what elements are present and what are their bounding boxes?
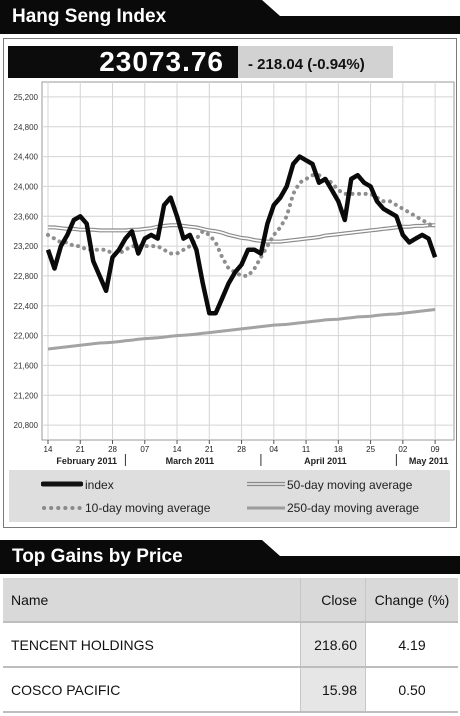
chart-legend: index 10-day moving average 50-day movin… <box>9 470 450 522</box>
stock-close: 218.60 <box>300 622 366 668</box>
x-tick-label: 28 <box>237 445 246 454</box>
series-line-index <box>45 154 438 316</box>
x-tick-label: 02 <box>398 445 407 454</box>
y-tick-label: 23,600 <box>14 212 39 221</box>
header-bar <box>0 540 460 574</box>
x-tick-label: 18 <box>334 445 343 454</box>
x-tick-label: 25 <box>366 445 375 454</box>
index-price: 23073.76 <box>8 46 238 78</box>
x-tick-label: 04 <box>269 445 278 454</box>
col-close-header: Close <box>300 578 366 623</box>
stock-change: 0.50 <box>365 667 458 713</box>
legend-swatch-ma10 <box>42 506 83 510</box>
stock-close: 15.98 <box>300 667 366 713</box>
legend-swatch-ma250 <box>247 506 285 510</box>
series-line-ma10 <box>46 173 438 278</box>
x-tick-label: 11 <box>302 445 311 454</box>
x-tick-label: 07 <box>140 445 149 454</box>
gains-title: Top Gains by Price <box>12 546 183 567</box>
x-tick-label: 28 <box>108 445 117 454</box>
legend-swatch-ma50 <box>247 481 285 487</box>
legend-label-ma250: 250-day moving average <box>287 501 420 515</box>
month-label: May 2011 <box>409 456 449 466</box>
gains-table: Name Close Change (%) TENCENT HOLDINGS 2… <box>3 578 458 713</box>
y-tick-label: 22,000 <box>14 332 39 341</box>
index-chart: 25,200 24,800 24,400 24,000 23,600 23,200 22,8… <box>14 81 455 466</box>
stock-name: TENCENT HOLDINGS <box>3 622 301 668</box>
y-tick-label: 23,200 <box>14 242 39 251</box>
y-tick-label: 25,200 <box>14 93 39 102</box>
x-tick-label: 14 <box>44 445 53 454</box>
y-tick-label: 24,000 <box>14 182 39 191</box>
month-label: April 2011 <box>304 456 347 466</box>
legend-label-ma10: 10-day moving average <box>85 501 211 515</box>
y-tick-label: 22,400 <box>14 302 39 311</box>
y-tick-label: 24,400 <box>14 153 39 162</box>
stock-change: 4.19 <box>365 622 458 668</box>
stock-name: COSCO PACIFIC <box>3 667 301 713</box>
index-header: Hang Seng Index <box>0 0 460 34</box>
legend-label-ma50: 50-day moving average <box>287 478 413 492</box>
legend-label-index: index <box>85 478 114 492</box>
table-row[interactable]: COSCO PACIFIC 15.98 0.50 <box>3 667 458 713</box>
y-tick-label: 22,800 <box>14 272 39 281</box>
index-title: Hang Seng Index <box>12 6 167 27</box>
legend-swatch-index <box>41 481 83 487</box>
x-tick-label: 21 <box>76 445 85 454</box>
gains-header: Top Gains by Price <box>0 540 460 574</box>
table-row[interactable]: TENCENT HOLDINGS 218.60 4.19 <box>3 622 458 668</box>
quote-bar: 23073.76 - 218.04 (-0.94%) <box>8 46 446 78</box>
plot-area <box>41 81 455 441</box>
series-line-ma50-inner <box>48 224 436 243</box>
y-tick-label: 24,800 <box>14 123 39 132</box>
col-change-header: Change (%) <box>365 578 458 623</box>
x-tick-label: 09 <box>431 445 440 454</box>
y-tick-label: 20,800 <box>14 421 39 430</box>
x-tick-label: 14 <box>173 445 182 454</box>
series-line-ma250 <box>47 308 436 351</box>
month-label: February 2011 <box>56 456 117 466</box>
y-tick-label: 21,200 <box>14 391 39 400</box>
y-tick-label: 21,600 <box>14 361 39 370</box>
col-name-header: Name <box>3 578 301 623</box>
index-change: - 218.04 (-0.94%) <box>238 46 393 78</box>
header-bar <box>0 0 460 34</box>
table-header-row: Name Close Change (%) <box>3 578 458 623</box>
x-tick-label: 21 <box>205 445 214 454</box>
month-label: March 2011 <box>166 456 215 466</box>
